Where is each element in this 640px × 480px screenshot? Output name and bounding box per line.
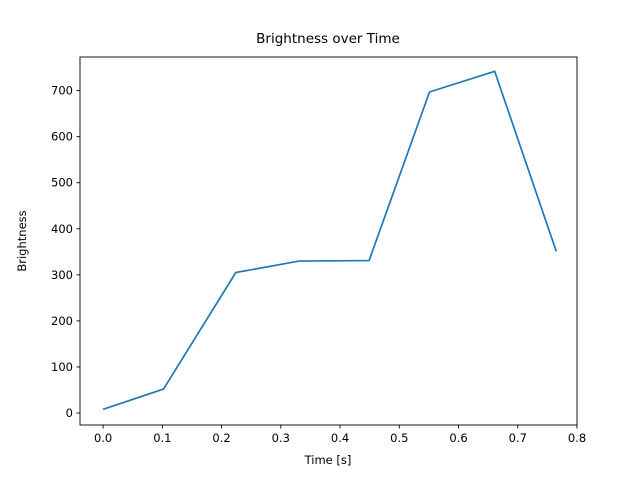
data-series-line (102, 70, 558, 411)
x-tick-label: 0.4 (331, 431, 349, 445)
y-tick-label: 500 (51, 176, 73, 190)
x-axis-ticks: 0.0 0.1 0.2 0.3 0.4 0.5 0.6 0.7 0.8 (94, 425, 586, 445)
x-axis-label: Time [s] (304, 453, 352, 467)
y-tick-label: 200 (51, 314, 73, 328)
x-tick-label: 0.5 (390, 431, 408, 445)
axes-background (80, 57, 577, 425)
x-tick-label: 0.7 (509, 431, 527, 445)
y-tick-label: 700 (51, 84, 73, 98)
y-tick-label: 300 (51, 268, 73, 282)
x-tick-label: 0.8 (568, 431, 586, 445)
chart-title: Brightness over Time (256, 31, 400, 47)
y-tick-label: 0 (66, 406, 73, 420)
x-tick-label: 0.2 (212, 431, 230, 445)
x-tick-label: 0.1 (153, 431, 171, 445)
y-tick-label: 400 (51, 222, 73, 236)
x-tick-label: 0.6 (449, 431, 467, 445)
y-tick-label: 100 (51, 360, 73, 374)
x-tick-label: 0.0 (94, 431, 112, 445)
y-axis-ticks: 0 100 200 300 400 500 600 700 (51, 84, 80, 420)
axes-frame (79, 56, 578, 426)
y-tick-label: 600 (51, 130, 73, 144)
x-tick-label: 0.3 (272, 431, 290, 445)
y-axis-label: Brightness (15, 210, 29, 271)
